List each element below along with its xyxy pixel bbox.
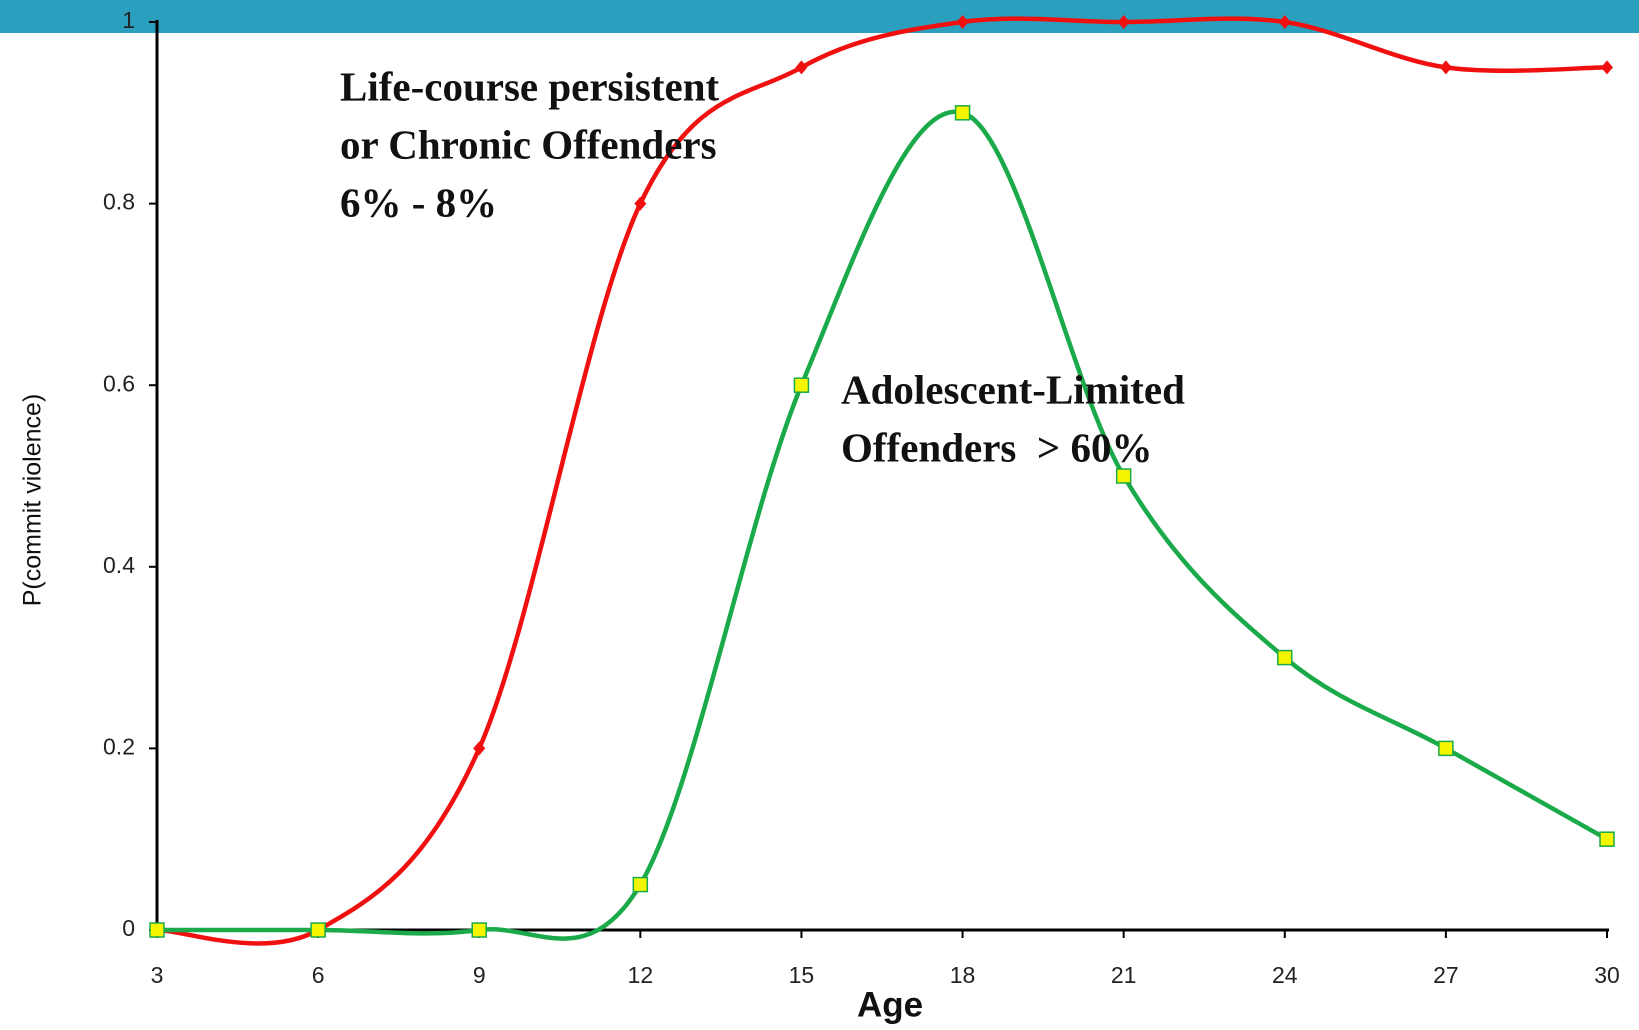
series-line: [157, 109, 1609, 941]
x-tick-label: 21: [1111, 962, 1137, 988]
marker: [310, 922, 326, 938]
x-tick-label: 9: [473, 962, 486, 988]
marker: [1599, 831, 1615, 847]
x-tick-label: 6: [312, 962, 325, 988]
x-tick-label: 15: [789, 962, 815, 988]
annotation: or Chronic Offenders: [340, 121, 717, 167]
marker: [473, 741, 486, 756]
annotation: 6% - 8%: [340, 179, 497, 225]
x-tick-label: 30: [1594, 962, 1620, 988]
marker: [471, 922, 487, 938]
marker: [795, 60, 808, 75]
marker: [1117, 15, 1130, 29]
marker: [1278, 15, 1291, 29]
marker: [1115, 468, 1132, 484]
x-tick-label: 18: [950, 962, 976, 988]
y-tick-label: 0.2: [103, 733, 135, 759]
y-tick-label: 0.4: [103, 552, 135, 578]
marker: [1439, 60, 1452, 75]
x-tick-label: 3: [151, 962, 164, 988]
annotation: Life-course persistent: [340, 63, 719, 109]
annotation: Adolescent-Limited: [841, 366, 1185, 412]
y-tick-label: 0: [122, 915, 135, 941]
header-band: [0, 0, 1639, 33]
marker: [1601, 60, 1613, 75]
x-tick-label: 24: [1272, 962, 1298, 988]
y-tick-label: 0.6: [103, 370, 135, 396]
x-tick-label: 12: [628, 962, 654, 988]
y-axis-label: P(commit violence): [19, 394, 47, 607]
marker: [1277, 649, 1293, 666]
x-tick-label: 27: [1433, 962, 1459, 988]
x-axis-label: Age: [857, 985, 923, 1024]
marker: [954, 105, 971, 121]
annotation: Offenders > 60%: [841, 424, 1152, 470]
y-tick-label: 1: [122, 7, 135, 33]
marker: [1438, 740, 1454, 757]
marker: [956, 15, 969, 29]
y-tick-label: 0.8: [103, 189, 135, 215]
marker: [632, 876, 649, 893]
marker: [149, 922, 165, 938]
marker: [634, 196, 647, 211]
marker: [793, 377, 810, 393]
